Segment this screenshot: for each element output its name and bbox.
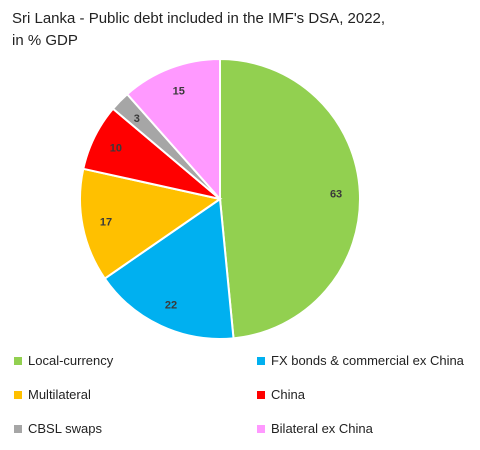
- legend-item: China: [257, 387, 305, 402]
- legend-label: China: [271, 387, 305, 402]
- legend-item: CBSL swaps: [14, 421, 102, 436]
- legend-label: CBSL swaps: [28, 421, 102, 436]
- pie-data-label: 17: [100, 216, 112, 228]
- pie-slice-multilateral: [79, 167, 223, 280]
- legend-item: FX bonds & commercial ex China: [257, 353, 464, 368]
- pie-slice-local-currency: [219, 57, 361, 340]
- legend-swatch: [14, 390, 22, 399]
- pie-data-label: 15: [173, 85, 185, 97]
- legend-item: Bilateral ex China: [257, 421, 373, 436]
- legend-label: Local-currency: [28, 353, 114, 368]
- legend-swatch: [14, 356, 22, 365]
- legend-swatch: [257, 424, 265, 433]
- legend-swatch: [257, 356, 265, 365]
- pie-data-label: 22: [165, 299, 177, 311]
- pie-data-label: 3: [134, 113, 140, 125]
- legend-item: Local-currency: [14, 353, 113, 368]
- legend-label: Multilateral: [28, 387, 91, 402]
- pie-slices: [79, 57, 361, 340]
- pie-chart: 63 22 17 10 3 15: [79, 57, 361, 340]
- legend-label: FX bonds & commercial ex China: [271, 353, 464, 368]
- chart-title: Sri Lanka - Public debt included in the …: [12, 8, 462, 52]
- pie-data-label: 10: [110, 143, 122, 155]
- pie-slice-labels: 63 22 17 10 3 15: [100, 85, 342, 311]
- chart-title-line2: in % GDP: [12, 32, 78, 49]
- legend-item: Multilateral: [14, 387, 91, 402]
- pie-data-label: 63: [330, 188, 342, 200]
- legend-label: Bilateral ex China: [271, 421, 373, 436]
- legend-swatch: [257, 390, 265, 399]
- pie-slice-fx-bonds-commercial-ex-china: [103, 197, 235, 340]
- chart-title-line1: Sri Lanka - Public debt included in the …: [12, 10, 386, 27]
- legend-swatch: [14, 424, 22, 433]
- pie-slice-bilateral-ex-china: [125, 57, 221, 202]
